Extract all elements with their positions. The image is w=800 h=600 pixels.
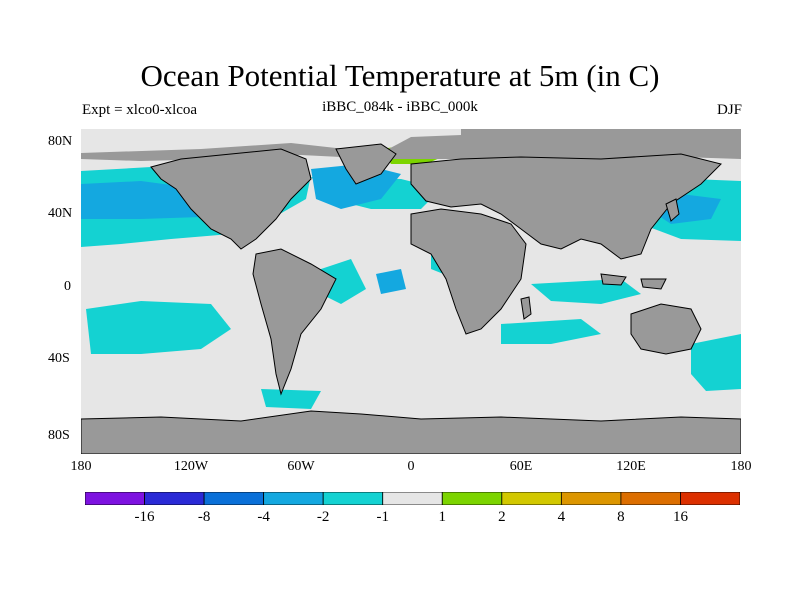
colorbar-swatch <box>263 492 324 505</box>
colorbar-swatch <box>501 492 562 505</box>
lat-label-40n: 40N <box>48 206 73 221</box>
lon-label-180e: 180 <box>730 459 752 474</box>
colorbar-swatch <box>560 492 622 505</box>
lon-label-120e: 120E <box>616 459 646 474</box>
colorbar-swatch <box>85 492 145 505</box>
lon-label-60w: 60W <box>287 459 315 474</box>
colorbar-label: -2 <box>316 509 330 525</box>
plot-title: Ocean Potential Temperature at 5m (in C) <box>140 58 660 93</box>
colorbar-label: -16 <box>134 509 155 525</box>
colorbar-swatch <box>203 492 265 505</box>
lat-label-40s: 40S <box>48 351 70 366</box>
season-label: DJF <box>716 102 742 118</box>
lon-label-60e: 60E <box>509 459 533 474</box>
colorbar-swatch <box>144 492 205 505</box>
colorbar-label: 4 <box>557 509 566 525</box>
lon-label-0: 0 <box>407 459 415 474</box>
colorbar-swatch <box>680 492 740 505</box>
colorbar-label: 8 <box>617 509 625 525</box>
colorbar-label: -8 <box>197 509 211 525</box>
colorbar-swatch <box>382 492 443 505</box>
lon-label-120w: 120W <box>173 459 209 474</box>
colorbar-label: 16 <box>672 509 688 525</box>
lat-label-0: 0 <box>64 279 71 294</box>
colorbar-label: -4 <box>257 509 270 525</box>
land-masses <box>81 129 741 454</box>
subtitle: iBBC_084k - iBBC_000k <box>322 99 478 115</box>
colorbar-label: 2 <box>498 509 506 525</box>
experiment-label: Expt = xlco0-xlcoa <box>82 102 198 118</box>
lat-label-80s: 80S <box>48 428 70 443</box>
colorbar-swatch <box>620 492 681 505</box>
colorbar-swatch <box>441 492 503 505</box>
colorbar-label: 1 <box>438 509 447 525</box>
lon-label-180w: 180 <box>70 459 92 474</box>
lat-label-80n: 80N <box>48 134 73 149</box>
colorbar <box>85 492 740 505</box>
colorbar-swatch <box>322 492 384 505</box>
world-map <box>81 129 741 454</box>
colorbar-label: -1 <box>376 509 389 525</box>
